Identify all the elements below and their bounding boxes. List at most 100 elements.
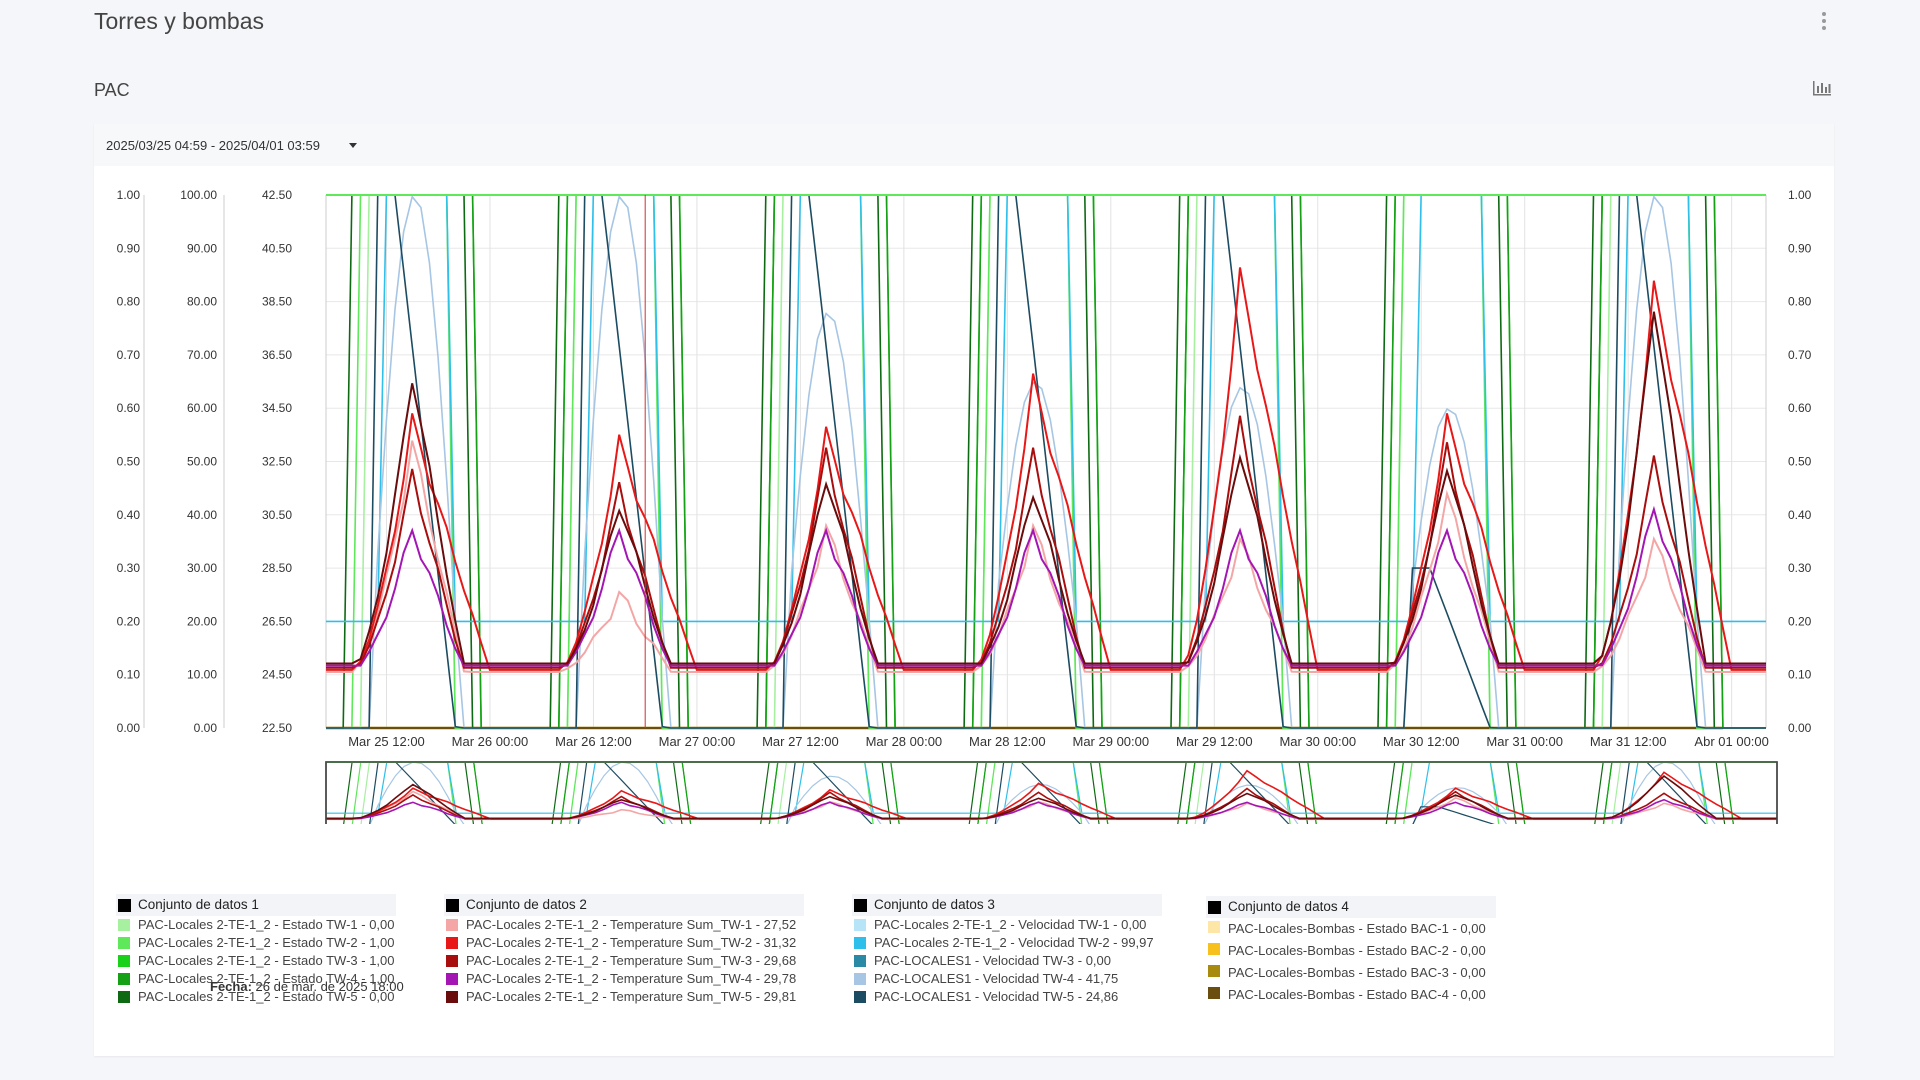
legend-item[interactable]: PAC-Locales 2-TE-1_2 - Estado TW-2 - 1,0… — [116, 934, 396, 952]
y-tick-label: 0.60 — [1788, 401, 1812, 415]
legend-item[interactable]: PAC-Locales-Bombas - Estado BAC-4 - 0,00 — [1206, 984, 1496, 1006]
y-tick-label: 0.10 — [1788, 668, 1812, 682]
legend-swatch — [446, 973, 458, 985]
y-tick-label: 0.10 — [117, 668, 141, 682]
legend-item[interactable]: PAC-Locales 2-TE-1_2 - Temperature Sum_T… — [444, 988, 804, 1006]
y-tick-label: 0.00 — [117, 721, 141, 735]
x-tick-label: Mar 28 00:00 — [866, 734, 943, 749]
kebab-menu-icon[interactable] — [1818, 10, 1830, 34]
series-line — [326, 267, 1766, 671]
y-tick-label: 28.50 — [262, 561, 292, 575]
x-tick-label: Mar 27 00:00 — [659, 734, 736, 749]
series-line — [326, 194, 1766, 729]
legend-dataset-3: Conjunto de datos 3 PAC-Locales 2-TE-1_2 … — [852, 894, 1162, 1006]
legend-item[interactable]: PAC-Locales 2-TE-1_2 - Temperature Sum_T… — [444, 916, 804, 934]
y-tick-label: 0.70 — [117, 348, 141, 362]
legend-swatch — [854, 991, 866, 1003]
y-tick-label: 0.20 — [1788, 614, 1812, 628]
x-tick-label: Mar 30 00:00 — [1279, 734, 1356, 749]
y-tick-label: 0.60 — [117, 401, 141, 415]
legend-swatch — [446, 919, 458, 931]
x-tick-label: Mar 25 12:00 — [348, 734, 425, 749]
legend-item[interactable]: PAC-Locales-Bombas - Estado BAC-3 - 0,00 — [1206, 962, 1496, 984]
legend-dataset-2: Conjunto de datos 2 PAC-Locales 2-TE-1_2 … — [444, 894, 804, 1006]
x-tick-label: Mar 31 00:00 — [1486, 734, 1563, 749]
y-tick-label: 1.00 — [117, 188, 141, 202]
x-tick-label: Abr 01 00:00 — [1694, 734, 1768, 749]
navigator-selection — [325, 761, 1778, 824]
legend-item[interactable]: PAC-Locales 2-TE-1_2 - Velocidad TW-1 - … — [852, 916, 1162, 934]
legend-item[interactable]: PAC-Locales-Bombas - Estado BAC-2 - 0,00 — [1206, 940, 1496, 962]
legend-swatch — [446, 991, 458, 1003]
x-tick-label: Mar 27 12:00 — [762, 734, 839, 749]
legend-swatch — [446, 955, 458, 967]
legend-swatch — [1208, 987, 1220, 999]
legend-item[interactable]: PAC-Locales 2-TE-1_2 - Estado TW-5 - 0,0… — [116, 988, 396, 1006]
legend-item[interactable]: PAC-Locales 2-TE-1_2 - Temperature Sum_T… — [444, 952, 804, 970]
y-tick-label: 100.00 — [180, 188, 217, 202]
legend-item[interactable]: PAC-Locales 2-TE-1_2 - Temperature Sum_T… — [444, 970, 804, 988]
line-chart[interactable]: Mar 25 12:00 Mar 26 00:00 Mar 26 12:00 Mar … — [94, 124, 1834, 824]
legend-swatch — [118, 973, 130, 985]
legend-swatch — [1208, 921, 1220, 933]
y-tick-label: 0.40 — [1788, 508, 1812, 522]
legend-title: Conjunto de datos 2 — [444, 894, 804, 916]
y-tick-label: 42.50 — [262, 188, 292, 202]
series-line — [326, 311, 1766, 665]
date-range-picker[interactable]: 2025/03/25 04:59 - 2025/04/01 03:59 — [94, 124, 1834, 166]
legend-item[interactable]: PAC-Locales 2-TE-1_2 - Estado TW-4 - 1,0… — [116, 970, 396, 988]
y-tick-label: 20.00 — [187, 614, 217, 628]
y-tick-label: 0.70 — [1788, 348, 1812, 362]
legend-item[interactable]: PAC-Locales 2-TE-1_2 - Temperature Sum_T… — [444, 934, 804, 952]
y-tick-label: 0.30 — [117, 561, 141, 575]
x-tick-label: Mar 26 12:00 — [555, 734, 632, 749]
x-tick-label: Mar 29 00:00 — [1073, 734, 1150, 749]
y-tick-label: 0.80 — [1788, 295, 1812, 309]
series-line — [326, 440, 1766, 673]
y-tick-label: 0.50 — [1788, 455, 1812, 469]
chart-card: 2025/03/25 04:59 - 2025/04/01 03:59 Mar … — [94, 124, 1834, 1056]
y-tick-label: 0.90 — [1788, 241, 1812, 255]
y-tick-label: 32.50 — [262, 455, 292, 469]
legend-item[interactable]: PAC-Locales 2-TE-1_2 - Velocidad TW-2 - … — [852, 934, 1162, 952]
y-tick-label: 10.00 — [187, 668, 217, 682]
legend-item[interactable]: PAC-LOCALES1 - Velocidad TW-5 - 24,86 — [852, 988, 1162, 1006]
x-tick-label: Mar 31 12:00 — [1590, 734, 1667, 749]
legend-swatch — [854, 973, 866, 985]
legend-swatch — [854, 955, 866, 967]
legend-item[interactable]: PAC-Locales-Bombas - Estado BAC-1 - 0,00 — [1206, 918, 1496, 940]
dashboard-page: Torres y bombas PAC 2025/03/25 04:59 - 2… — [72, 0, 1848, 1080]
y-tick-label: 38.50 — [262, 295, 292, 309]
y-tick-label: 50.00 — [187, 455, 217, 469]
tooltip-date: Fecha: 26 de mar. de 2025 18:00 — [210, 979, 404, 994]
legend-item[interactable]: PAC-Locales 2-TE-1_2 - Estado TW-3 - 1,0… — [116, 952, 396, 970]
y-tick-label: 70.00 — [187, 348, 217, 362]
legend-item[interactable]: PAC-Locales 2-TE-1_2 - Estado TW-1 - 0,0… — [116, 916, 396, 934]
y-tick-label: 1.00 — [1788, 188, 1812, 202]
legend-swatch — [1208, 965, 1220, 977]
bar-chart-icon[interactable] — [1812, 80, 1832, 96]
y-tick-label: 30.00 — [187, 561, 217, 575]
series-line — [369, 761, 1716, 824]
x-tick-label: Mar 26 00:00 — [452, 734, 529, 749]
y-tick-label: 0.00 — [1788, 721, 1812, 735]
chevron-down-icon[interactable] — [349, 143, 357, 148]
y-tick-label: 40.50 — [262, 241, 292, 255]
y-tick-label: 22.50 — [262, 721, 292, 735]
y-tick-label: 24.50 — [262, 668, 292, 682]
legend-swatch — [854, 919, 866, 931]
legend-swatch — [854, 937, 866, 949]
legend-item[interactable]: PAC-LOCALES1 - Velocidad TW-4 - 41,75 — [852, 970, 1162, 988]
legend-dataset-4: Conjunto de datos 4 PAC-Locales-Bombas - … — [1206, 896, 1496, 1006]
legend-title: Conjunto de datos 1 — [116, 894, 396, 916]
series-line — [369, 761, 1707, 824]
date-range-label: 2025/03/25 04:59 - 2025/04/01 03:59 — [106, 138, 320, 153]
x-tick-label: Mar 30 12:00 — [1383, 734, 1460, 749]
legend-swatch — [118, 991, 130, 1003]
y-tick-label: 0.30 — [1788, 561, 1812, 575]
legend-swatch — [118, 919, 130, 931]
legend-item[interactable]: PAC-LOCALES1 - Velocidad TW-3 - 0,00 — [852, 952, 1162, 970]
y-tick-label: 0.00 — [194, 721, 218, 735]
y-tick-label: 60.00 — [187, 401, 217, 415]
y-tick-label: 90.00 — [187, 241, 217, 255]
